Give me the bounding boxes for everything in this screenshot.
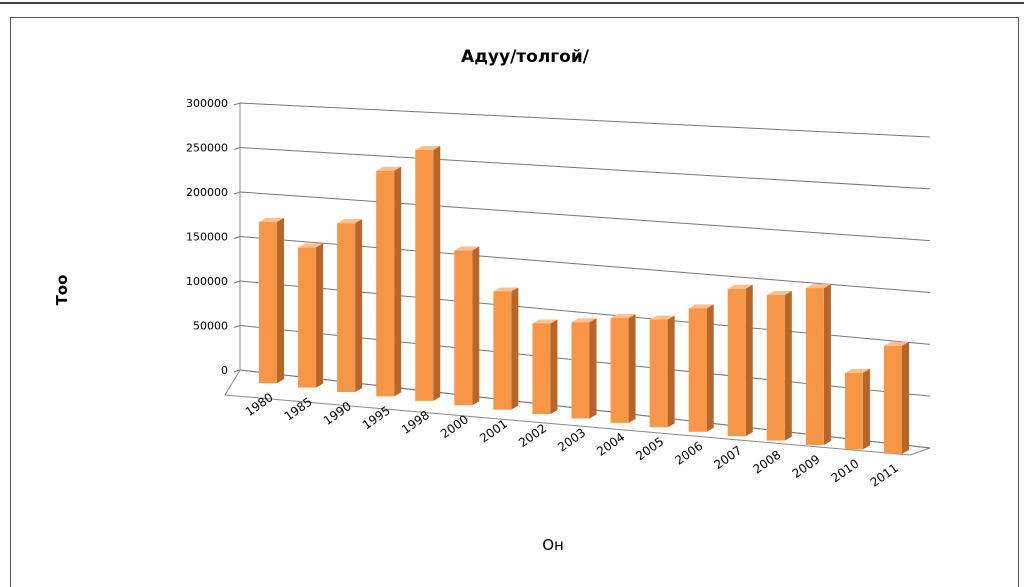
bar-top [454, 246, 480, 251]
tick-mark [233, 369, 241, 373]
bar [884, 345, 902, 454]
chart-title: Адуу/толгой/ [461, 47, 590, 67]
bar-side [628, 314, 636, 423]
y-tick-label: 100000 [186, 275, 228, 288]
bar [298, 247, 317, 388]
bar-top [649, 315, 675, 320]
y-tick-label: 50000 [193, 320, 228, 333]
bar-side [355, 219, 363, 392]
bar-side [277, 217, 284, 384]
bar-top [337, 219, 363, 224]
tick-mark [233, 102, 241, 106]
y-tick-label: 150000 [186, 231, 228, 244]
bar-side [394, 166, 402, 397]
tick-mark [233, 236, 241, 239]
bar-top [259, 217, 284, 222]
bar-top [493, 287, 519, 292]
tick-mark [233, 147, 241, 150]
grid-line [239, 147, 931, 190]
bar-side [784, 291, 792, 441]
bar [454, 250, 473, 406]
bar [688, 308, 707, 432]
bar [571, 322, 590, 419]
bar [766, 295, 785, 441]
bar-side [589, 318, 597, 419]
bar-top [532, 319, 558, 324]
bar-top [727, 284, 753, 289]
bar-side [902, 341, 909, 454]
bar-top [766, 291, 792, 296]
bar-side [823, 284, 831, 445]
bar-side [706, 304, 714, 432]
bar-top [844, 368, 870, 373]
y-axis-label: Тоо [53, 275, 71, 306]
bar-top [688, 304, 714, 309]
bar [727, 288, 746, 437]
bar [844, 372, 863, 450]
bar [649, 319, 668, 428]
grid-line [239, 102, 931, 138]
bar [376, 170, 395, 397]
bar-top [610, 314, 636, 319]
bar [805, 288, 824, 445]
bar-top [805, 284, 831, 289]
bar-top [298, 243, 324, 248]
bar-top [884, 341, 909, 346]
y-tick-label: 200000 [186, 186, 228, 199]
bar-side [862, 368, 870, 450]
bar-side [433, 145, 441, 401]
bar [532, 323, 551, 415]
y-tick-label: 250000 [186, 142, 228, 155]
bar-side [550, 319, 558, 415]
bar-side [745, 284, 753, 437]
bar [493, 291, 512, 410]
bar-side [511, 287, 519, 410]
bar [337, 223, 356, 392]
bar-side [472, 246, 480, 406]
bar-side [667, 315, 675, 428]
x-axis-label: Он [542, 536, 564, 554]
tick-mark [233, 325, 241, 328]
y-tick-label: 0 [221, 364, 228, 377]
bar-side [316, 243, 324, 388]
tick-mark [233, 191, 241, 195]
bar [415, 149, 434, 401]
y-tick-label: 300000 [186, 97, 228, 110]
grid-line [239, 191, 931, 242]
bar [610, 318, 629, 423]
tick-mark [233, 280, 241, 284]
bar-top [376, 166, 402, 171]
bar-top [415, 145, 441, 150]
bar-top [571, 318, 597, 323]
bar [259, 221, 277, 384]
